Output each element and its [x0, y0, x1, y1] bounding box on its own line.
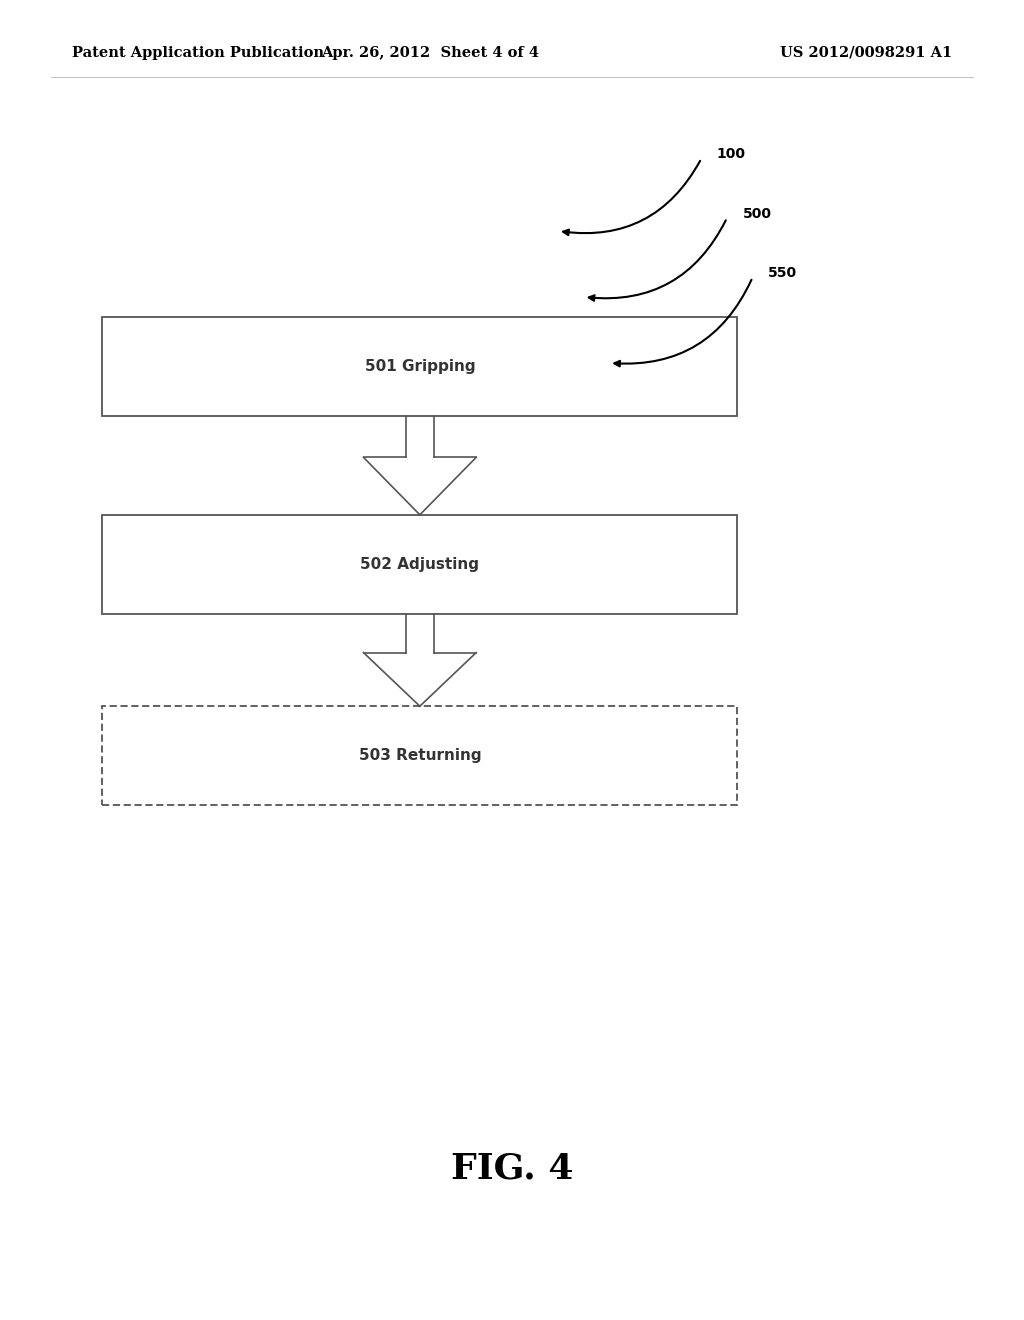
- Text: 502 Adjusting: 502 Adjusting: [360, 557, 479, 572]
- Text: 500: 500: [742, 207, 771, 220]
- Text: 100: 100: [717, 148, 745, 161]
- Text: Apr. 26, 2012  Sheet 4 of 4: Apr. 26, 2012 Sheet 4 of 4: [322, 46, 539, 59]
- Bar: [102, 317, 737, 416]
- Text: Patent Application Publication: Patent Application Publication: [72, 46, 324, 59]
- Text: US 2012/0098291 A1: US 2012/0098291 A1: [780, 46, 952, 59]
- Bar: [102, 706, 737, 805]
- Text: FIG. 4: FIG. 4: [451, 1151, 573, 1185]
- Bar: [102, 515, 737, 614]
- Text: 501 Gripping: 501 Gripping: [365, 359, 475, 374]
- Text: 550: 550: [768, 267, 797, 280]
- Text: 503 Returning: 503 Returning: [358, 748, 481, 763]
